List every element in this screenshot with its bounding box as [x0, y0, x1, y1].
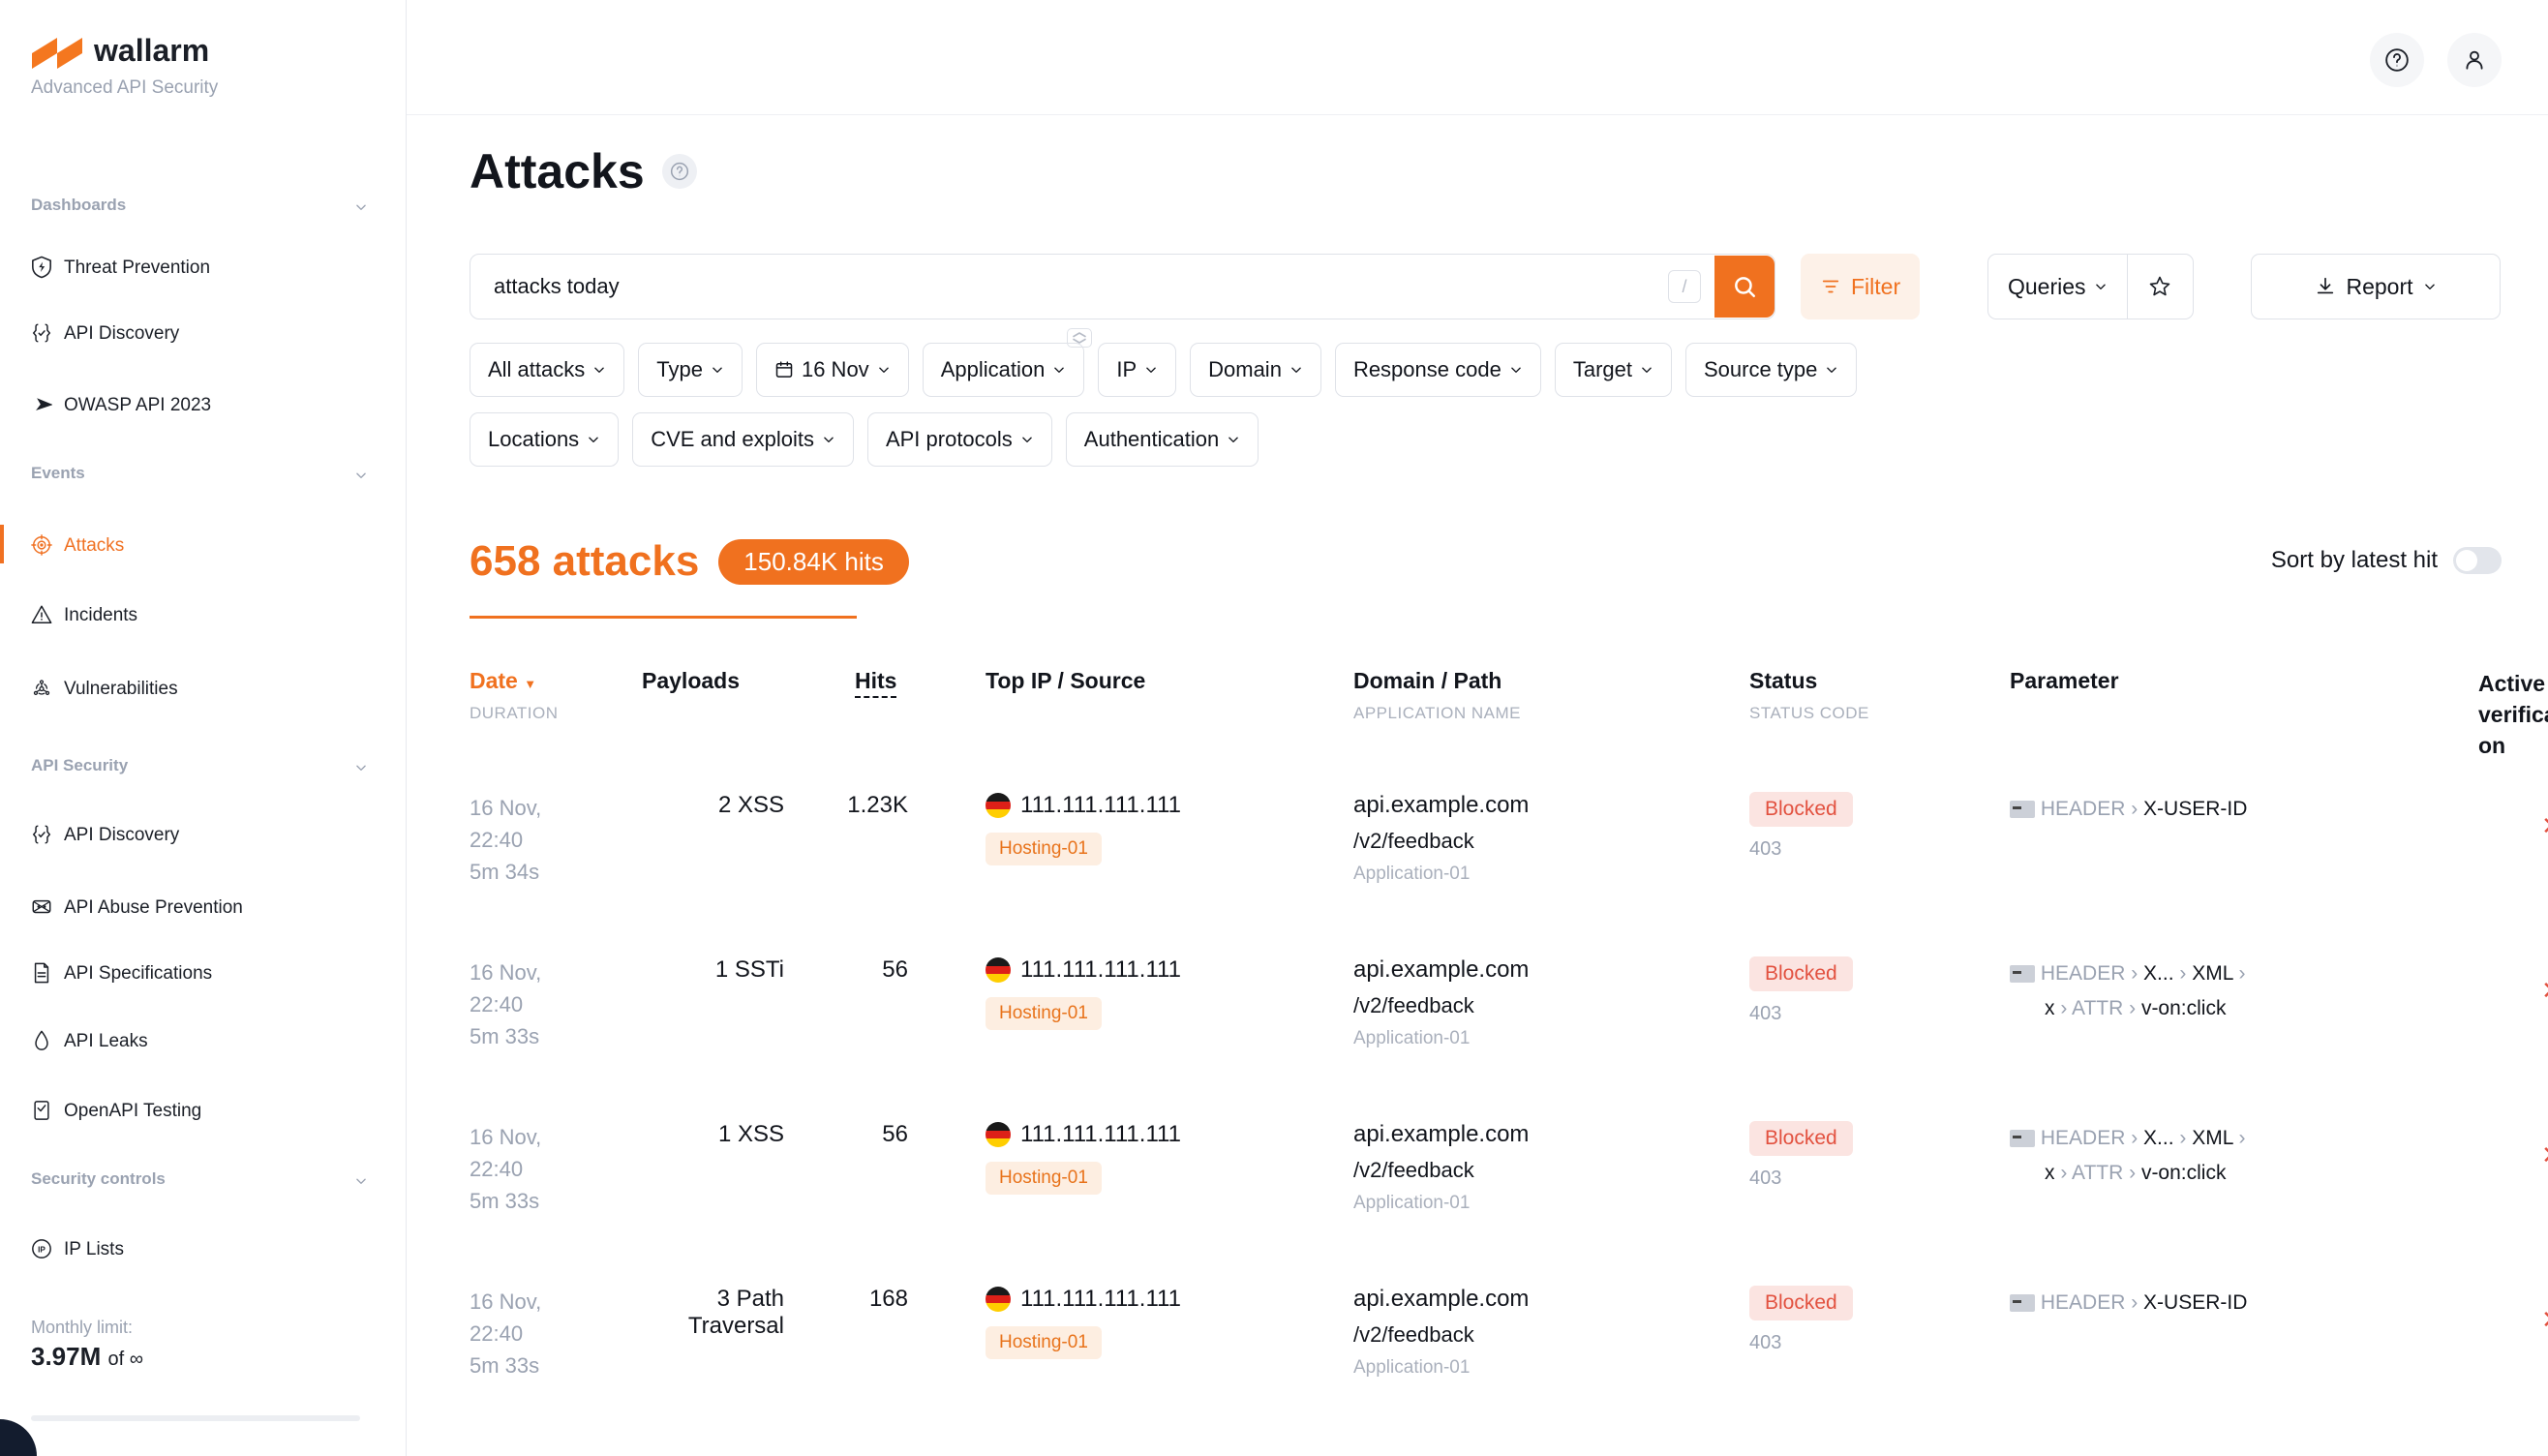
svg-text:wallarm: wallarm — [93, 33, 209, 68]
svg-text:IP: IP — [38, 1246, 46, 1255]
